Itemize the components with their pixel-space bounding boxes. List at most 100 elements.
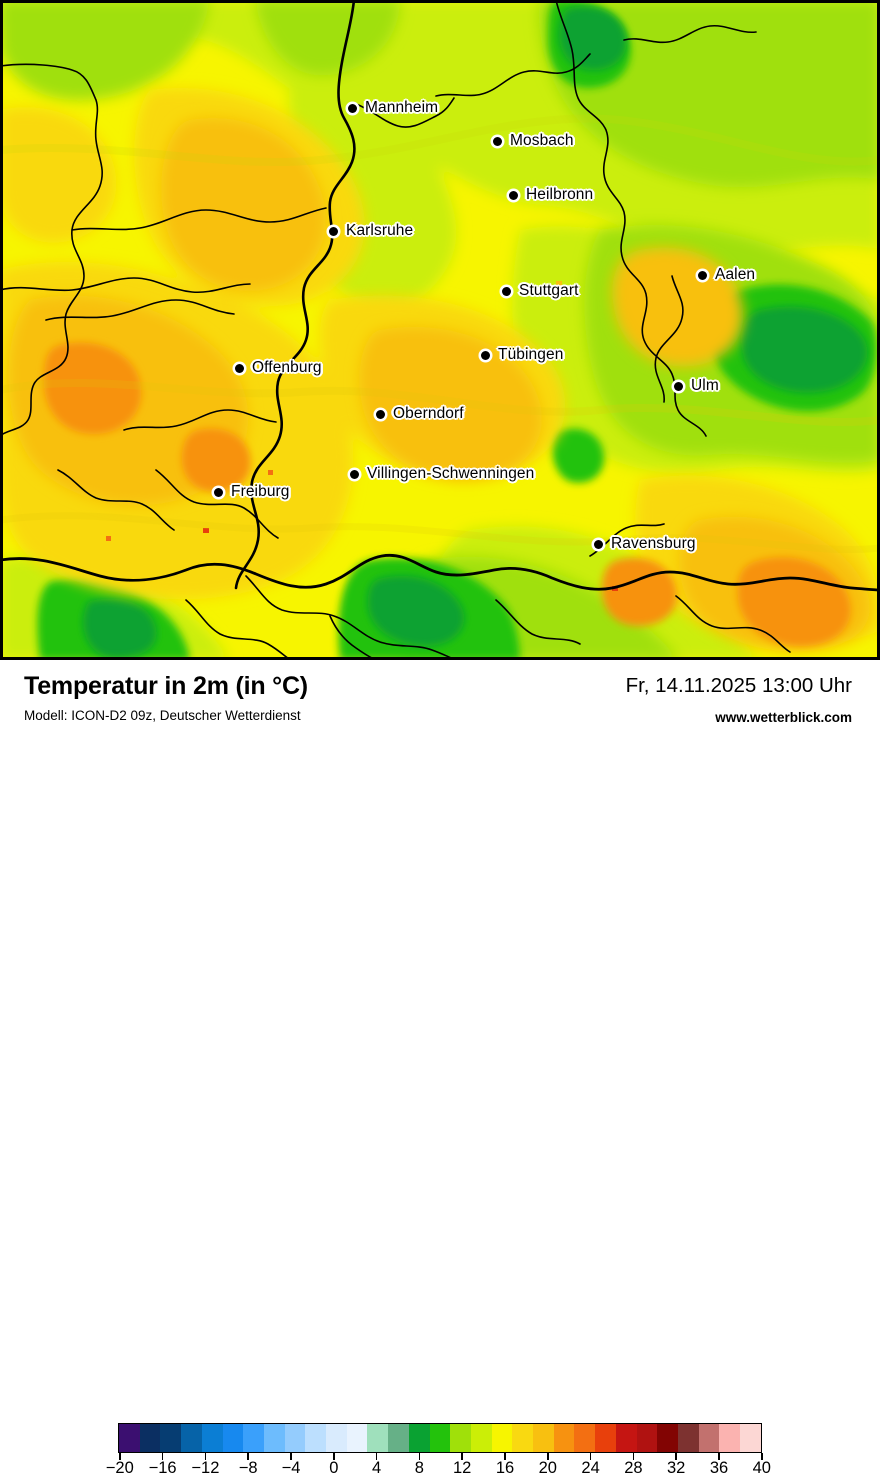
- colorbar-tick-label: 4: [372, 1459, 382, 1477]
- colorbar-tick-label: 16: [495, 1459, 515, 1477]
- city-dot-icon: [348, 103, 357, 113]
- colorbar-swatch: [719, 1424, 741, 1452]
- page-title: Temperatur in 2m (in °C): [24, 672, 308, 700]
- colorbar-swatch: [243, 1424, 264, 1452]
- valid-datetime: Fr, 14.11.2025 13:00 Uhr: [625, 674, 852, 697]
- city-label: Freiburg: [231, 483, 290, 500]
- colorbar-swatch: [657, 1424, 678, 1452]
- colorbar-swatch: [139, 1424, 161, 1452]
- city-label: Oberndorf: [393, 405, 464, 422]
- colorbar-swatch: [553, 1424, 575, 1452]
- colorbar[interactable]: −20 −16 −12 −8 −4 0 4 8 12 16 20 24 28 32 36 40: [106, 1423, 771, 1477]
- city-dot-icon: [698, 270, 707, 280]
- city-marker-mannheim[interactable]: Mannheim: [348, 99, 438, 117]
- city-dot-icon: [502, 286, 511, 296]
- colorbar-tick-label: 12: [453, 1459, 472, 1477]
- colorbar-tick-label: 8: [414, 1459, 424, 1477]
- colorbar-swatch: [346, 1424, 368, 1452]
- colorbar-tick-label: 36: [709, 1459, 729, 1477]
- city-dot-icon: [509, 190, 518, 200]
- colorbar-tick-label: 40: [752, 1459, 771, 1477]
- colorbar-swatch: [512, 1424, 534, 1452]
- city-dot-icon: [674, 381, 683, 391]
- city-marker-karlsruhe[interactable]: Karlsruhe: [329, 222, 413, 240]
- colorbar-swatches[interactable]: [118, 1423, 762, 1453]
- city-marker-offenburg[interactable]: Offenburg: [235, 359, 322, 377]
- city-marker-oberndorf[interactable]: Oberndorf: [376, 405, 464, 423]
- colorbar-swatch: [470, 1424, 492, 1452]
- city-label: Mosbach: [510, 132, 574, 149]
- city-label: Offenburg: [252, 359, 322, 376]
- colorbar-swatch: [201, 1424, 223, 1452]
- colorbar-swatch: [222, 1424, 244, 1452]
- temperature-field: [0, 0, 880, 660]
- model-subtitle: Modell: ICON-D2 09z, Deutscher Wetterdie…: [24, 708, 301, 723]
- colorbar-ticks: −20 −16 −12 −8 −4 0 4 8 12 16 20 24 28 32 36 40: [106, 1453, 771, 1477]
- city-dot-icon: [235, 363, 244, 373]
- temperature-map[interactable]: Mannheim Mosbach Heilbronn Karlsruhe Aalen St…: [0, 0, 880, 660]
- colorbar-tick-label: −4: [281, 1459, 301, 1477]
- city-marker-ravensburg[interactable]: Ravensburg: [594, 535, 696, 553]
- city-dot-icon: [376, 409, 385, 419]
- city-marker-freiburg[interactable]: Freiburg: [214, 483, 290, 501]
- colorbar-swatch: [408, 1424, 430, 1452]
- city-marker-ulm[interactable]: Ulm: [674, 377, 719, 395]
- city-label: Stuttgart: [519, 282, 579, 299]
- city-marker-villingen-schwenningen[interactable]: Villingen-Schwenningen: [350, 465, 534, 483]
- city-marker-aalen[interactable]: Aalen: [698, 266, 755, 284]
- city-label: Karlsruhe: [346, 222, 414, 239]
- city-dot-icon: [350, 469, 359, 479]
- website-credit: www.wetterblick.com: [715, 710, 852, 725]
- colorbar-swatch: [677, 1424, 699, 1452]
- colorbar-swatch: [595, 1424, 616, 1452]
- colorbar-swatch: [119, 1424, 140, 1452]
- city-label: Ravensburg: [611, 535, 696, 552]
- city-label: Tübingen: [498, 346, 564, 363]
- colorbar-swatch: [263, 1424, 285, 1452]
- colorbar-swatch: [533, 1424, 554, 1452]
- colorbar-swatch: [574, 1424, 596, 1452]
- colorbar-tick-label: −20: [105, 1459, 134, 1477]
- colorbar-swatch: [698, 1424, 720, 1452]
- city-dot-icon: [329, 226, 338, 236]
- city-label: Heilbronn: [526, 186, 594, 203]
- footer: Temperatur in 2m (in °C) Modell: ICON-D2…: [0, 660, 880, 1477]
- colorbar-swatch: [636, 1424, 658, 1452]
- city-marker-t-bingen[interactable]: Tübingen: [481, 346, 563, 364]
- colorbar-tick-label: 32: [667, 1459, 686, 1477]
- colorbar-tick-label: −8: [238, 1459, 258, 1477]
- colorbar-tick-label: 28: [624, 1459, 643, 1477]
- administrative-borders: [0, 0, 880, 660]
- colorbar-swatch: [181, 1424, 202, 1452]
- city-dot-icon: [594, 539, 603, 549]
- city-label: Mannheim: [365, 99, 439, 116]
- city-dot-icon: [481, 350, 490, 360]
- colorbar-tick-label: 20: [538, 1459, 557, 1477]
- colorbar-swatch: [615, 1424, 637, 1452]
- colorbar-swatch: [160, 1424, 182, 1452]
- colorbar-swatch: [284, 1424, 306, 1452]
- colorbar-tick-label: −12: [191, 1459, 220, 1477]
- colorbar-tick-label: 24: [581, 1459, 600, 1477]
- colorbar-tick-label: −16: [148, 1459, 177, 1477]
- city-marker-mosbach[interactable]: Mosbach: [493, 132, 574, 150]
- temp-band-6c: [83, 6, 868, 658]
- colorbar-swatch: [429, 1424, 451, 1452]
- city-dot-icon: [493, 136, 502, 146]
- colorbar-swatch: [491, 1424, 513, 1452]
- colorbar-swatch: [450, 1424, 471, 1452]
- colorbar-swatch: [388, 1424, 409, 1452]
- colorbar-swatch: [305, 1424, 327, 1452]
- city-label: Ulm: [691, 377, 719, 394]
- colorbar-swatch: [367, 1424, 389, 1452]
- colorbar-tick-label: 0: [329, 1459, 339, 1477]
- field-texture: [0, 114, 880, 554]
- colorbar-swatch: [740, 1424, 761, 1452]
- city-marker-stuttgart[interactable]: Stuttgart: [502, 282, 579, 300]
- city-dot-icon: [214, 487, 223, 497]
- city-markers-layer: Mannheim Mosbach Heilbronn Karlsruhe Aalen St…: [0, 0, 880, 660]
- city-marker-heilbronn[interactable]: Heilbronn: [509, 186, 593, 204]
- city-label: Villingen-Schwenningen: [367, 465, 535, 482]
- city-label: Aalen: [715, 266, 756, 283]
